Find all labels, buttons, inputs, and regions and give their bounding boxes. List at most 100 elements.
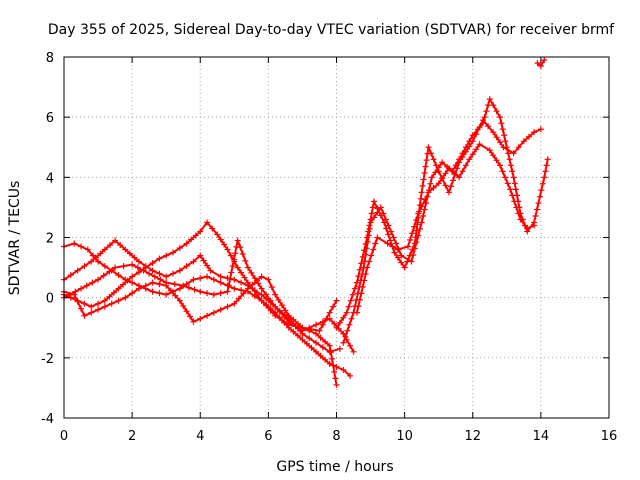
data-point [190, 276, 197, 283]
data-point [374, 234, 381, 241]
data-point [303, 340, 310, 347]
data-point [366, 225, 373, 232]
x-tick-label: 4 [196, 429, 204, 444]
data-point [83, 282, 90, 289]
data-point [452, 162, 459, 169]
data-point [149, 267, 156, 274]
data-point [156, 281, 163, 288]
data-point [408, 258, 415, 265]
x-tick-label: 2 [128, 429, 136, 444]
data-point [544, 156, 551, 163]
data-point [227, 275, 234, 282]
data-point [187, 313, 194, 320]
x-tick-label: 10 [396, 429, 413, 444]
data-point [285, 312, 292, 319]
data-point [382, 216, 389, 223]
data-point [313, 339, 320, 346]
data-point [110, 289, 117, 296]
x-tick-label: 8 [332, 429, 340, 444]
data-point [541, 174, 548, 181]
data-point [142, 282, 149, 289]
data-point [537, 63, 544, 70]
data-point [122, 294, 129, 301]
data-point [163, 291, 170, 298]
data-point [78, 243, 85, 250]
data-point [282, 307, 289, 314]
data-point [106, 293, 113, 300]
data-point [531, 222, 538, 229]
data-point [167, 287, 174, 294]
data-point [343, 309, 350, 316]
data-point [515, 210, 522, 217]
data-point [362, 251, 369, 258]
data-point [390, 234, 397, 241]
data-point [391, 249, 398, 256]
data-point [506, 156, 513, 163]
data-point [421, 170, 428, 177]
data-point [221, 241, 228, 248]
data-point [313, 348, 320, 355]
data-point [238, 279, 245, 286]
series-track-4 [61, 273, 340, 334]
data-point [204, 312, 211, 319]
data-point [244, 285, 251, 292]
data-point [449, 177, 456, 184]
data-point [272, 291, 279, 298]
data-point [485, 102, 492, 109]
data-point [345, 303, 352, 310]
y-tick-label: 6 [46, 111, 54, 126]
data-point [358, 260, 365, 267]
data-point [415, 232, 422, 239]
data-point [385, 222, 392, 229]
data-point [115, 272, 122, 279]
data-point [490, 102, 497, 109]
data-point [228, 269, 235, 276]
data-point [322, 338, 329, 345]
series-track-3 [61, 219, 340, 388]
data-point [466, 156, 473, 163]
data-point [191, 286, 198, 293]
data-point [248, 269, 255, 276]
data-point [115, 285, 122, 292]
data-point [135, 269, 142, 276]
data-point [126, 250, 133, 257]
data-point [418, 219, 425, 226]
data-point [418, 189, 425, 196]
data-point [340, 366, 347, 373]
data-point [425, 189, 432, 196]
data-point [176, 267, 183, 274]
data-point [281, 313, 288, 320]
data-point [88, 303, 95, 310]
data-point [112, 237, 119, 244]
data-point [533, 206, 540, 213]
data-point [501, 132, 508, 139]
data-point [476, 141, 483, 148]
data-point [385, 231, 392, 238]
data-point [290, 316, 297, 323]
data-point [387, 237, 394, 244]
y-tick-label: 4 [46, 171, 54, 186]
data-point [407, 236, 414, 243]
data-point [140, 267, 147, 274]
data-point [538, 187, 545, 194]
data-point [129, 261, 136, 268]
data-point [447, 183, 454, 190]
x-tick-label: 12 [464, 429, 481, 444]
data-point [342, 333, 349, 340]
data-point [370, 246, 377, 253]
data-point [539, 180, 546, 187]
data-point [101, 246, 108, 253]
data-point [190, 318, 197, 325]
data-point [497, 162, 503, 169]
data-point [180, 282, 187, 289]
data-point [81, 300, 88, 307]
data-point [541, 57, 548, 64]
data-point [493, 157, 500, 164]
data-point [383, 225, 390, 232]
data-point [425, 144, 432, 151]
data-point [333, 363, 340, 370]
data-point [129, 273, 136, 280]
data-point [149, 260, 156, 267]
data-point [349, 291, 356, 298]
data-point [536, 193, 543, 200]
